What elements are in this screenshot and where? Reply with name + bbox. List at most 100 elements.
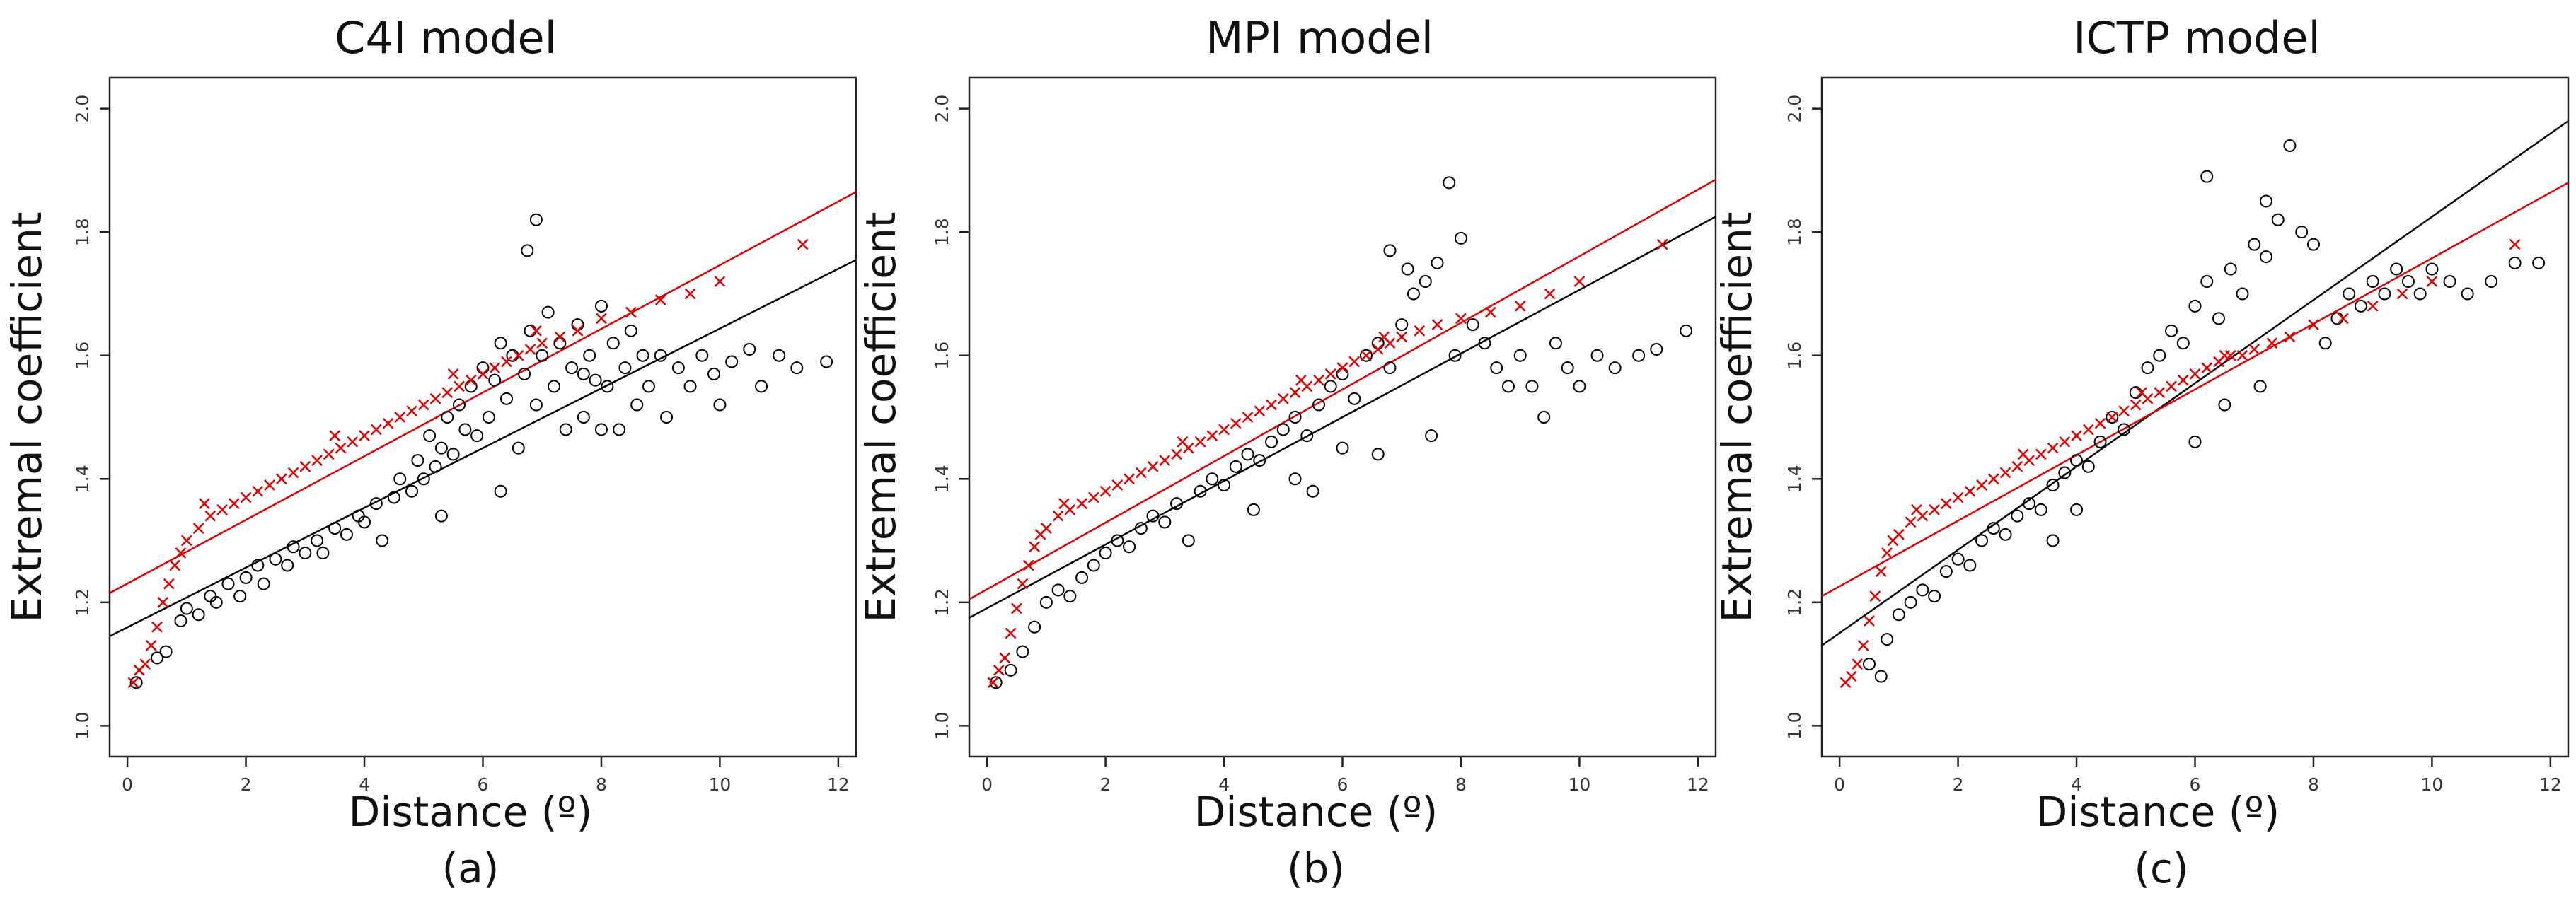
- data-point-cross: [1484, 306, 1496, 318]
- data-point-circle: [281, 559, 294, 572]
- data-point-cross: [1076, 498, 1087, 510]
- data-point-cross: [359, 430, 370, 442]
- data-point-circle: [2532, 256, 2546, 269]
- y-tick-label: 1.6: [932, 342, 952, 370]
- x-tick-label: 2: [1100, 774, 1111, 795]
- data-point-circle: [1383, 244, 1397, 257]
- data-point-circle: [159, 645, 173, 658]
- data-point-circle: [1028, 620, 1041, 634]
- x-tick-label: 4: [359, 774, 370, 795]
- data-point-cross: [797, 238, 809, 250]
- data-point-circle: [494, 337, 507, 350]
- data-point-circle: [577, 367, 590, 380]
- data-point-circle: [2366, 275, 2379, 288]
- data-point-circle: [1939, 565, 1953, 578]
- fit-line: [969, 216, 1716, 619]
- data-point-circle: [2153, 349, 2166, 362]
- data-point-circle: [725, 355, 739, 368]
- data-point-circle: [571, 318, 584, 332]
- data-point-cross: [1514, 301, 1526, 312]
- data-point-cross: [1022, 559, 1034, 571]
- fit-line: [1822, 182, 2568, 598]
- data-point-cross: [1017, 578, 1029, 590]
- data-point-circle: [547, 380, 560, 393]
- data-point-cross: [1893, 528, 1905, 540]
- data-point-circle: [1448, 349, 1462, 362]
- series-empirical: [129, 213, 833, 689]
- data-point-cross: [2201, 362, 2213, 374]
- data-point-circle: [1490, 361, 1503, 375]
- data-point-circle: [2200, 170, 2214, 183]
- data-point-circle: [1087, 559, 1100, 572]
- y-tick-label: 1.2: [932, 588, 952, 617]
- data-point-cross: [554, 331, 566, 343]
- data-point-cross: [145, 640, 157, 651]
- data-point-circle: [1443, 176, 1456, 190]
- data-point-circle: [518, 367, 531, 380]
- data-point-circle: [1265, 435, 1278, 448]
- data-point-circle: [624, 324, 637, 337]
- data-point-cross: [1313, 374, 1324, 386]
- data-point-cross: [406, 405, 417, 417]
- data-point-circle: [1253, 454, 1266, 467]
- data-point-circle: [376, 534, 389, 547]
- data-point-circle: [1862, 658, 1876, 671]
- data-point-cross: [2017, 448, 2029, 460]
- data-point-cross: [993, 664, 1005, 676]
- data-point-cross: [199, 498, 210, 510]
- data-point-circle: [1928, 590, 1941, 603]
- data-point-circle: [316, 547, 330, 559]
- data-point-circle: [1241, 448, 1254, 461]
- data-point-circle: [369, 497, 383, 511]
- data-point-circle: [2218, 398, 2231, 412]
- data-point-cross: [1058, 498, 1070, 510]
- data-point-cross: [1011, 602, 1022, 614]
- data-point-circle: [417, 472, 430, 486]
- data-point-circle: [1348, 392, 1361, 405]
- data-point-circle: [2212, 312, 2225, 325]
- data-point-circle: [1288, 472, 1302, 486]
- data-point-cross: [1124, 473, 1135, 485]
- data-point-cross: [536, 337, 548, 349]
- data-point-circle: [2461, 287, 2474, 301]
- data-point-cross: [417, 399, 429, 411]
- data-point-circle: [618, 361, 632, 375]
- data-point-circle: [2283, 139, 2297, 152]
- data-point-cross: [1864, 615, 1875, 627]
- data-point-circle: [529, 398, 543, 412]
- data-point-circle: [2070, 503, 2084, 516]
- data-point-circle: [458, 423, 472, 436]
- series-empirical: [989, 176, 1693, 689]
- data-point-cross: [2154, 387, 2166, 398]
- data-point-cross: [489, 362, 501, 374]
- data-point-circle: [453, 398, 466, 412]
- plot-area: 0 2 4 6 8 10 12 1.0 1.2 1.4 1.6 1.8 2.0: [932, 76, 1717, 795]
- data-point-circle: [1306, 484, 1319, 498]
- x-axis-title: Distance (º): [1194, 788, 1438, 836]
- data-point-cross: [151, 621, 163, 633]
- data-point-circle: [239, 571, 253, 584]
- data-point-cross: [572, 325, 584, 337]
- y-tick-label: 2.0: [1784, 95, 1805, 123]
- data-point-circle: [2413, 287, 2427, 301]
- data-point-circle: [405, 484, 419, 498]
- panel-label: (a): [442, 844, 499, 892]
- data-point-cross: [252, 485, 264, 497]
- x-tick-label: 0: [981, 774, 993, 795]
- data-point-cross: [311, 455, 323, 466]
- data-point-cross: [1573, 276, 1586, 287]
- x-tick-label: 4: [2071, 774, 2082, 795]
- data-point-cross: [1976, 479, 1987, 491]
- data-point-circle: [1371, 448, 1385, 461]
- data-point-cross: [1289, 387, 1301, 398]
- data-point-circle: [2259, 194, 2272, 208]
- data-point-circle: [1051, 583, 1065, 597]
- data-point-circle: [2129, 386, 2142, 400]
- data-point-circle: [129, 676, 143, 689]
- data-point-circle: [1300, 429, 1314, 443]
- data-point-circle: [1247, 503, 1260, 516]
- data-point-circle: [221, 577, 235, 590]
- data-point-cross: [2071, 430, 2082, 442]
- data-point-circle: [713, 398, 727, 412]
- data-point-cross: [1852, 658, 1864, 670]
